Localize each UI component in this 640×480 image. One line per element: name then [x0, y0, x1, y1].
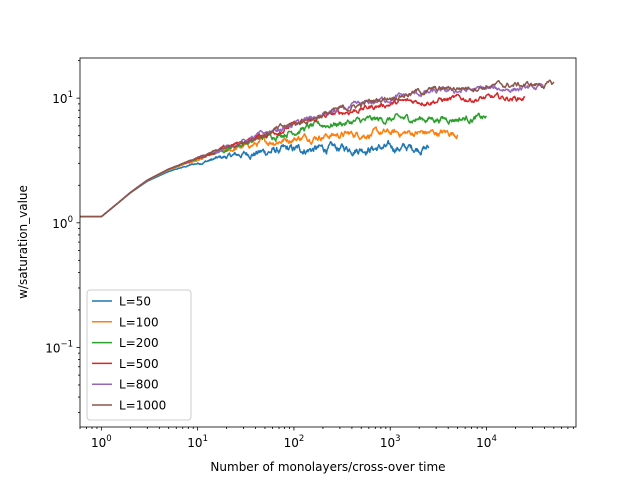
x-tick-label: 101	[187, 434, 208, 450]
legend-label: L=500	[119, 357, 159, 371]
legend-label: L=200	[119, 336, 159, 350]
x-tick-label: 100	[91, 434, 112, 450]
x-axis-ticks: 100 101 102 103 104	[79, 427, 574, 450]
series-line-L=1000	[80, 79, 555, 218]
legend: L=50 L=100 L=200 L=500 L=800 L=1000	[86, 289, 192, 421]
x-tick-label: 103	[380, 434, 401, 450]
legend-box	[86, 289, 192, 421]
x-tick-label: 102	[284, 434, 305, 450]
y-axis-ticks: 10−1 100 101	[45, 60, 80, 414]
x-tick-label: 104	[476, 434, 497, 450]
legend-label: L=800	[119, 378, 159, 392]
series-layer	[80, 79, 555, 218]
y-axis-label: w/saturation_value	[16, 185, 30, 299]
y-tick-label: 100	[52, 215, 73, 231]
plot-area: 100 101 102 103 104 10−1 100 101	[45, 57, 577, 450]
y-tick-label: 10−1	[45, 339, 73, 355]
legend-label: L=100	[119, 315, 159, 329]
legend-label: L=50	[119, 295, 151, 309]
x-axis-label: Number of monolayers/cross-over time	[210, 460, 445, 474]
legend-label: L=1000	[119, 399, 166, 413]
y-tick-label: 101	[52, 90, 73, 106]
